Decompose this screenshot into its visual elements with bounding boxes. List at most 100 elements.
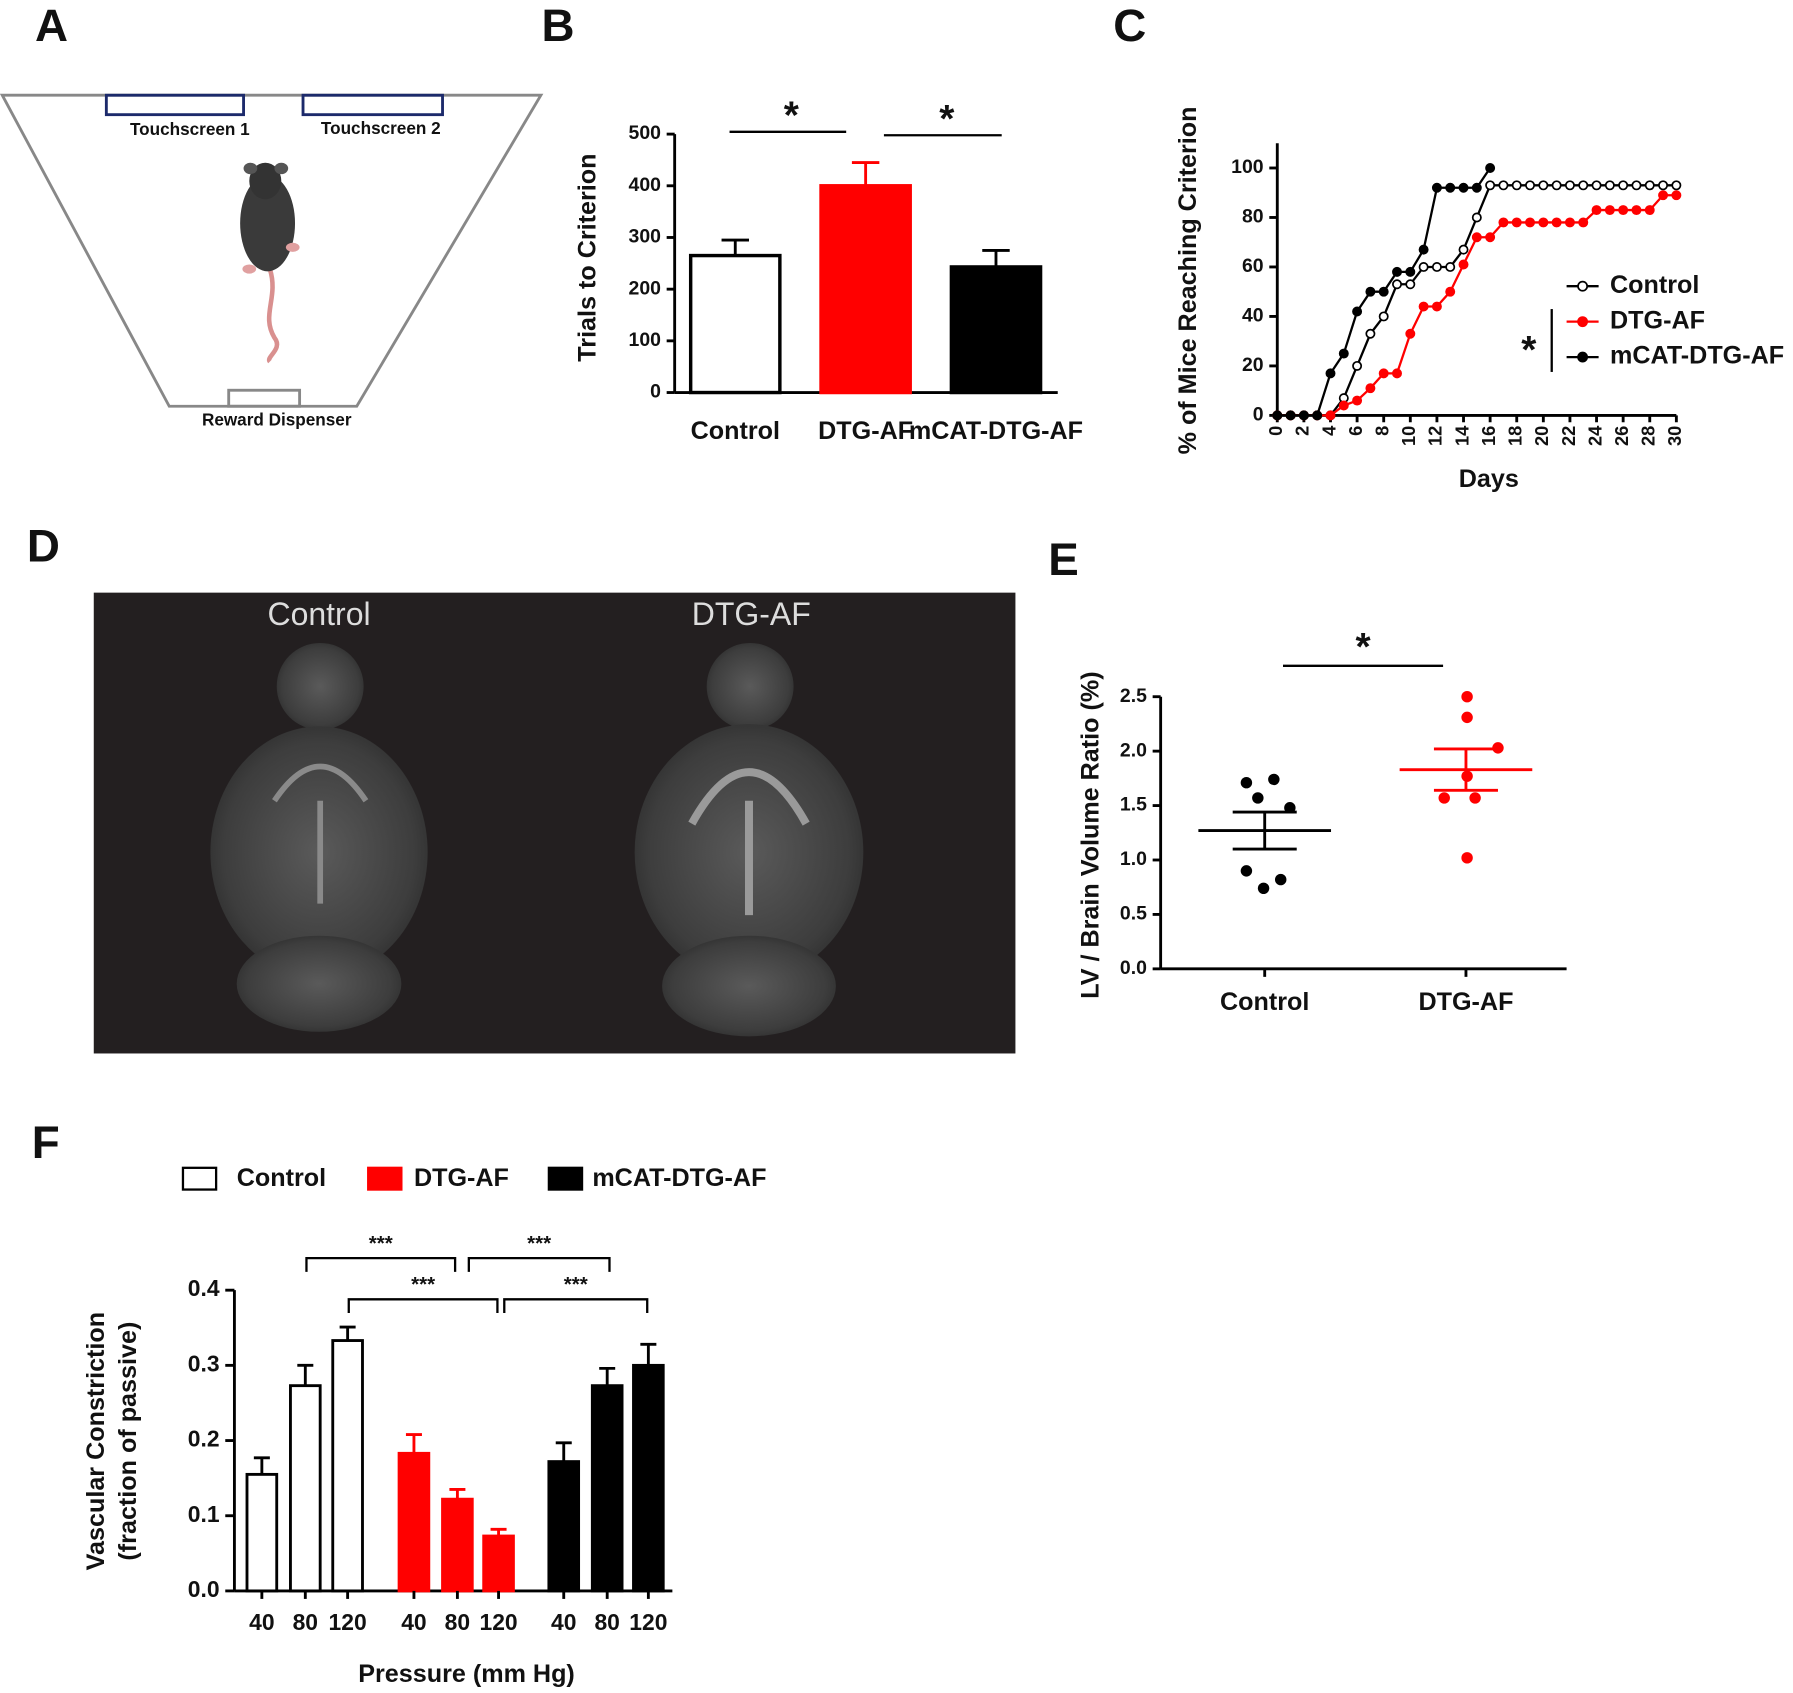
y-tick-label: 0.4 <box>188 1275 220 1301</box>
y-tick-label: 400 <box>629 174 661 196</box>
panel-label: B <box>542 0 575 51</box>
y-tick-label: 60 <box>1242 255 1264 277</box>
marker <box>1431 261 1442 272</box>
data-point <box>1469 792 1481 804</box>
significance: *** <box>411 1273 435 1296</box>
x-tick-label: 22 <box>1558 426 1579 446</box>
marker <box>1564 180 1575 191</box>
marker <box>1285 410 1296 421</box>
marker <box>1365 383 1376 394</box>
y-tick-label: 0.2 <box>188 1426 220 1452</box>
marker <box>1591 180 1602 191</box>
x-tick-label: 18 <box>1505 426 1526 446</box>
marker <box>1644 180 1655 191</box>
marker <box>1631 205 1642 216</box>
y-tick-label: 0.1 <box>188 1501 220 1527</box>
marker <box>1378 368 1389 379</box>
y-tick-label: 0 <box>1253 404 1264 426</box>
legend-swatch <box>367 1166 403 1191</box>
marker <box>1338 348 1349 359</box>
marker <box>1471 212 1482 223</box>
x-axis-label: Days <box>1459 465 1519 493</box>
marker <box>1378 311 1389 322</box>
marker <box>1392 279 1402 290</box>
y-tick-label: 100 <box>1231 156 1263 178</box>
data-point <box>1284 802 1296 814</box>
x-tick-label: 2 <box>1292 426 1313 436</box>
data-point <box>1268 773 1280 786</box>
dispenser <box>227 388 302 408</box>
marker <box>1445 261 1456 272</box>
legend-label: mCAT-DTG-AF <box>592 1164 766 1192</box>
legend-label: Control <box>1610 271 1699 299</box>
marker <box>1498 180 1509 191</box>
y-tick-label: 500 <box>629 122 661 144</box>
marker <box>1644 205 1655 216</box>
marker <box>1578 217 1589 228</box>
x-tick-label: 40 <box>551 1609 576 1635</box>
marker <box>1418 301 1429 312</box>
bar <box>482 1534 515 1593</box>
x-tick-label: 0 <box>1265 426 1286 436</box>
panel-label: C <box>1113 0 1146 51</box>
brain-image <box>634 642 864 1037</box>
marker <box>1418 244 1429 255</box>
y-axis-label: LV / Brain Volume Ratio (%) <box>1077 671 1105 998</box>
y-tick-label: 0.3 <box>188 1350 220 1376</box>
legend-swatch <box>181 1166 218 1191</box>
marker <box>1298 410 1309 421</box>
marker <box>1458 259 1469 270</box>
y-tick-label: 0.0 <box>188 1576 220 1602</box>
diagram-label: Touchscreen 1 <box>130 119 250 139</box>
data-point <box>1438 792 1450 804</box>
significance: *** <box>564 1273 588 1296</box>
significance: * <box>784 94 800 137</box>
data-point <box>1240 865 1253 877</box>
marker <box>1591 205 1602 216</box>
significance: * <box>1355 626 1371 669</box>
y-tick-label: 1.5 <box>1120 794 1147 816</box>
y-tick-label: 0.5 <box>1120 903 1147 925</box>
x-tick-label: 26 <box>1611 426 1632 446</box>
x-tick-label: 120 <box>629 1609 667 1635</box>
marker <box>1525 180 1536 191</box>
panel-label: E <box>1048 534 1078 585</box>
marker <box>1352 306 1363 317</box>
marker <box>1485 163 1496 173</box>
y-axis-label: (fraction of passive) <box>114 1322 142 1561</box>
marker <box>1392 368 1402 379</box>
legend-marker <box>1577 280 1589 292</box>
marker <box>1564 217 1575 228</box>
marker <box>1604 180 1615 191</box>
bar <box>949 265 1043 395</box>
marker <box>1658 180 1669 191</box>
legend-label: mCAT-DTG-AF <box>1610 342 1784 370</box>
marker <box>1418 261 1429 272</box>
bar <box>245 1472 279 1593</box>
bar <box>289 1384 322 1593</box>
x-tick-label: 80 <box>293 1609 318 1635</box>
panel-label: D <box>27 520 60 571</box>
y-axis-label: Trials to Criterion <box>574 154 602 362</box>
marker <box>1498 217 1509 228</box>
marker <box>1338 400 1349 411</box>
marker <box>1551 180 1562 191</box>
panel-a: Touchscreen 1 Touchscreen 2 Reward Dispe… <box>0 93 544 430</box>
marker <box>1671 180 1682 191</box>
marker <box>1325 410 1336 421</box>
marker <box>1658 190 1669 201</box>
bar <box>819 184 912 395</box>
x-tick-label: 28 <box>1638 426 1659 446</box>
legend-label: DTG-AF <box>414 1164 509 1192</box>
y-tick-label: 0 <box>650 381 661 403</box>
legend-swatch <box>547 1166 584 1191</box>
marker <box>1445 286 1456 297</box>
marker <box>1272 410 1283 421</box>
marker <box>1471 232 1482 243</box>
x-tick-label: 14 <box>1451 425 1472 446</box>
marker <box>1458 244 1469 255</box>
y-tick-label: 0.0 <box>1120 957 1147 979</box>
marker <box>1325 368 1336 379</box>
marker <box>1405 279 1416 290</box>
